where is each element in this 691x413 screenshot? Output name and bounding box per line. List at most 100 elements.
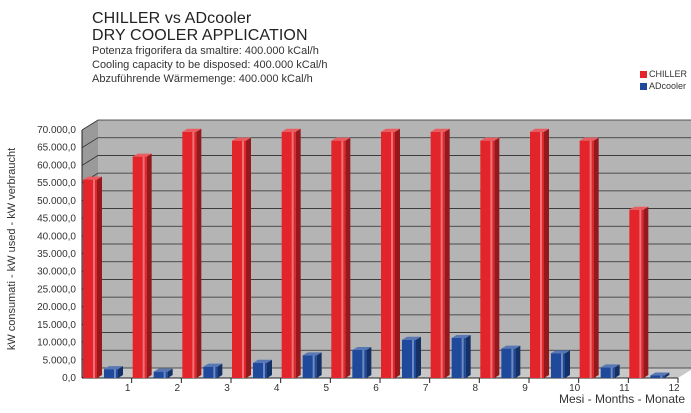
bar-highlight (610, 367, 613, 378)
y-tick-label: 70.000,0 (37, 125, 76, 136)
x-tick-label: 7 (423, 383, 429, 394)
bar-adcooler-3 (203, 363, 223, 378)
bar-highlight (639, 209, 642, 378)
bar-top (302, 352, 322, 356)
x-tick-label: 5 (324, 383, 330, 394)
bar-adcooler-2 (153, 368, 173, 378)
bar-chiller-12 (629, 206, 649, 378)
bar-side (515, 345, 521, 378)
bar-top (203, 363, 223, 367)
bar-chiller-7 (381, 128, 400, 378)
bar-highlight (511, 348, 514, 378)
y-tick-label: 25.000,0 (37, 284, 76, 295)
bar-side (444, 128, 450, 378)
y-tick-label: 60.000,0 (37, 160, 76, 171)
bar-top (253, 359, 272, 363)
bar-side (643, 206, 649, 378)
bar-front (104, 369, 118, 378)
y-tick-label: 55.000,0 (37, 178, 76, 189)
subtitle-english: Cooling capacity to be disposed: 400.000… (92, 59, 328, 71)
bar-top (83, 176, 102, 180)
legend-label-chiller: CHILLER (648, 69, 687, 79)
bar-top (331, 137, 351, 141)
y-tick-label: 0,0 (62, 373, 76, 384)
x-tick-label: 2 (175, 383, 181, 394)
bar-adcooler-9 (501, 345, 521, 378)
bar-adcooler-6 (352, 347, 372, 378)
bar-top (650, 372, 670, 376)
bar-side (295, 128, 301, 378)
bar-chiller-5 (281, 128, 301, 378)
bar-highlight (291, 131, 294, 378)
bar-top (501, 345, 521, 349)
x-tick-label: 9 (522, 383, 528, 394)
bar-top (402, 336, 421, 340)
x-tick-label: 12 (668, 383, 680, 394)
bar-chiller-2 (132, 153, 152, 378)
bar-front (153, 371, 168, 378)
bar-side (494, 137, 500, 378)
bar-highlight (312, 355, 315, 378)
bar-chiller-10 (530, 128, 549, 378)
bar-chiller-8 (430, 128, 450, 378)
bar-side (565, 350, 570, 378)
bar-front (650, 375, 665, 378)
legend-item-chiller: CHILLER (639, 68, 687, 80)
bar-top (232, 137, 251, 141)
bar-side (217, 363, 223, 378)
bar-highlight (362, 350, 365, 378)
bar-chiller-3 (182, 128, 202, 378)
bar-adcooler-8 (451, 334, 471, 378)
bar-side (167, 368, 173, 378)
y-tick-label: 5.000,0 (43, 355, 77, 366)
bar-adcooler-10 (551, 350, 570, 378)
bar-side (316, 352, 322, 378)
x-tick-label: 4 (274, 383, 280, 394)
bar-top (451, 334, 471, 338)
legend-swatch-chiller (639, 70, 647, 78)
bar-highlight (561, 353, 563, 378)
bar-top (132, 153, 152, 157)
bar-top (352, 347, 372, 351)
bar-chiller-4 (232, 137, 251, 378)
bar-highlight (461, 337, 464, 378)
bar-highlight (114, 369, 116, 378)
bar-highlight (192, 131, 195, 378)
bar-highlight (490, 140, 493, 378)
bar-highlight (263, 362, 265, 378)
bar-top (153, 368, 173, 372)
bar-front (600, 367, 615, 378)
bar-side (118, 366, 123, 378)
x-axis-label: Mesi - Months - Monate (558, 392, 685, 406)
bar-chiller-6 (331, 137, 351, 378)
bar-side (465, 334, 471, 378)
bar-chiller-9 (480, 137, 500, 378)
bar-top (104, 366, 123, 370)
bar-highlight (142, 156, 145, 378)
x-tick-label: 6 (373, 383, 379, 394)
chart-header: CHILLER vs ADcooler DRY COOLER APPLICATI… (92, 10, 327, 86)
x-tick-label: 3 (224, 383, 230, 394)
y-tick-label: 45.000,0 (37, 214, 76, 225)
bar-adcooler-4 (253, 359, 272, 378)
bar-top (430, 128, 450, 132)
subtitle-italian: Potenza frigorifera da smaltire: 400.000… (92, 45, 319, 57)
bar-highlight (93, 179, 95, 378)
y-tick-label: 10.000,0 (37, 338, 76, 349)
bar-side (416, 336, 421, 378)
bar-top (281, 128, 301, 132)
bar-highlight (660, 375, 663, 378)
y-tick-label: 30.000,0 (37, 267, 76, 278)
bar-side (614, 364, 620, 378)
bar-top (629, 206, 649, 210)
bar-highlight (589, 140, 592, 378)
bar-adcooler-11 (600, 364, 620, 378)
legend-label-adcooler: ADcooler (648, 81, 686, 91)
bar-top (381, 128, 400, 132)
bar-chiller-1 (83, 176, 102, 378)
bar-side (366, 347, 372, 378)
bar-highlight (341, 140, 344, 378)
x-tick-label: 10 (569, 383, 581, 394)
y-tick-label: 50.000,0 (37, 196, 76, 207)
y-tick-label: 35.000,0 (37, 249, 76, 260)
